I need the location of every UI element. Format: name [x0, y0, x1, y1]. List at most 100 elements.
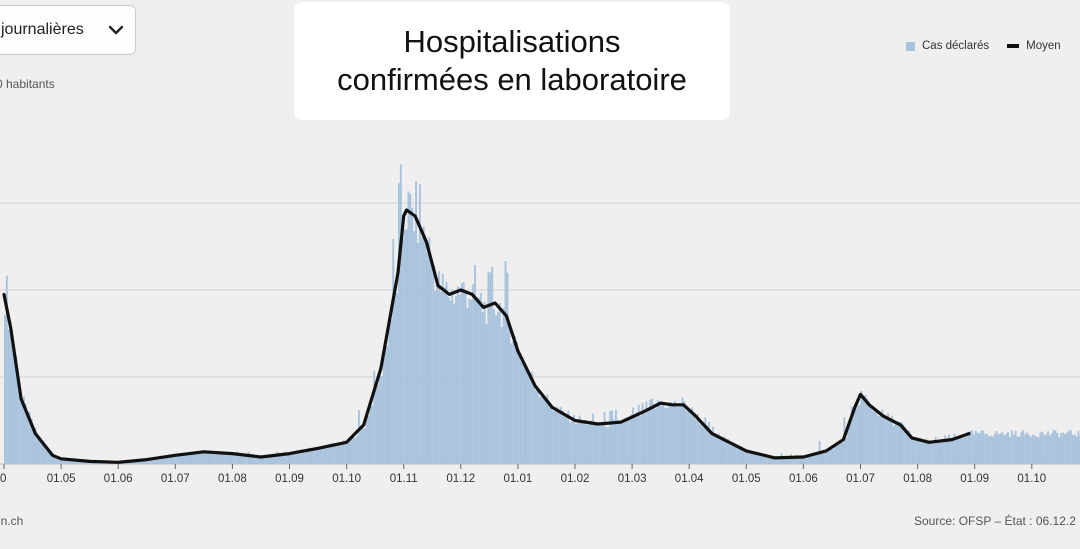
daily-bar — [597, 424, 600, 464]
daily-bar — [363, 428, 366, 464]
daily-bar — [1054, 430, 1057, 464]
daily-bar — [742, 448, 745, 464]
chart-title-line-1: Hospitalisations — [403, 24, 621, 59]
daily-bar — [1071, 434, 1074, 464]
daily-bar — [148, 459, 151, 464]
x-tick-label: 01.12 — [446, 473, 475, 485]
daily-bar — [483, 301, 486, 464]
daily-bar — [772, 457, 775, 464]
daily-bar — [774, 457, 777, 464]
daily-bar — [991, 436, 994, 464]
series-line-average — [2, 208, 971, 464]
period-dropdown-label: journalières — [1, 21, 84, 38]
daily-bar — [297, 452, 300, 464]
daily-bar — [441, 273, 444, 464]
daily-bar — [738, 447, 741, 464]
daily-bar — [603, 411, 606, 464]
daily-bar — [639, 415, 642, 464]
daily-bar — [542, 399, 545, 464]
daily-bar — [824, 452, 827, 464]
daily-bar — [715, 436, 718, 464]
daily-bar — [637, 404, 640, 464]
daily-bar — [567, 410, 570, 464]
daily-bar — [807, 456, 810, 464]
daily-bar — [36, 435, 39, 464]
daily-bar — [445, 281, 448, 464]
daily-bar — [243, 455, 246, 464]
daily-bar — [870, 405, 872, 464]
daily-bar — [11, 338, 14, 464]
daily-bar — [959, 437, 962, 464]
daily-bar — [135, 460, 138, 464]
daily-bar — [506, 272, 509, 464]
daily-bar — [740, 446, 743, 464]
daily-bar — [972, 434, 975, 464]
daily-bar — [763, 454, 766, 464]
daily-bar — [348, 440, 351, 464]
daily-bar — [892, 426, 895, 464]
period-dropdown[interactable]: journalières — [0, 5, 136, 55]
daily-bar — [66, 459, 69, 464]
daily-bar — [786, 458, 789, 464]
daily-bar — [974, 430, 977, 464]
daily-bar — [411, 207, 414, 465]
daily-bar — [628, 417, 631, 464]
daily-bar — [171, 455, 174, 464]
daily-bar — [592, 413, 595, 464]
daily-bar — [896, 421, 899, 464]
daily-bar — [535, 390, 537, 464]
daily-bar — [729, 444, 732, 464]
daily-bar — [302, 451, 305, 464]
daily-bar — [287, 453, 290, 464]
daily-bar — [224, 453, 227, 464]
daily-bar — [279, 454, 282, 464]
daily-bar — [266, 455, 269, 464]
daily-bar — [698, 423, 701, 464]
daily-bar — [527, 370, 530, 464]
daily-bar — [184, 453, 187, 464]
daily-bar — [222, 453, 225, 464]
daily-bar — [432, 264, 435, 464]
daily-bar — [660, 402, 663, 464]
daily-bar — [788, 457, 791, 464]
daily-bar — [63, 458, 65, 464]
daily-bar — [285, 453, 288, 464]
x-tick-label: 01.08 — [218, 473, 247, 485]
daily-bar — [436, 278, 438, 464]
daily-bar — [868, 401, 871, 464]
daily-bar — [594, 423, 596, 464]
daily-bar — [647, 409, 650, 464]
daily-bar — [240, 455, 242, 464]
daily-bar — [976, 432, 979, 464]
daily-bar — [375, 384, 378, 464]
daily-bar — [571, 420, 574, 464]
daily-bar — [645, 401, 648, 464]
daily-bar — [691, 407, 693, 464]
daily-bar — [251, 456, 254, 464]
daily-bar — [694, 419, 697, 464]
daily-bar — [778, 457, 781, 464]
daily-bar — [936, 439, 939, 464]
daily-bar — [245, 455, 248, 464]
daily-bar — [862, 395, 865, 464]
daily-bar — [586, 424, 589, 464]
daily-bar — [57, 457, 60, 464]
daily-bar — [181, 454, 183, 464]
daily-bar — [428, 237, 431, 464]
daily-bar — [152, 459, 155, 464]
daily-bar — [576, 422, 579, 464]
daily-bar — [295, 451, 298, 464]
daily-bar — [997, 434, 1000, 464]
daily-bar — [521, 357, 524, 464]
daily-bar — [1029, 436, 1032, 464]
daily-bar — [306, 450, 309, 464]
daily-bar — [793, 457, 796, 464]
daily-bar — [540, 395, 543, 464]
daily-bar — [955, 437, 958, 464]
daily-bar — [133, 460, 136, 464]
daily-bar — [809, 455, 812, 464]
daily-bar — [53, 455, 56, 464]
daily-bar — [613, 419, 615, 464]
daily-bar — [49, 452, 52, 464]
daily-bar — [462, 282, 465, 464]
